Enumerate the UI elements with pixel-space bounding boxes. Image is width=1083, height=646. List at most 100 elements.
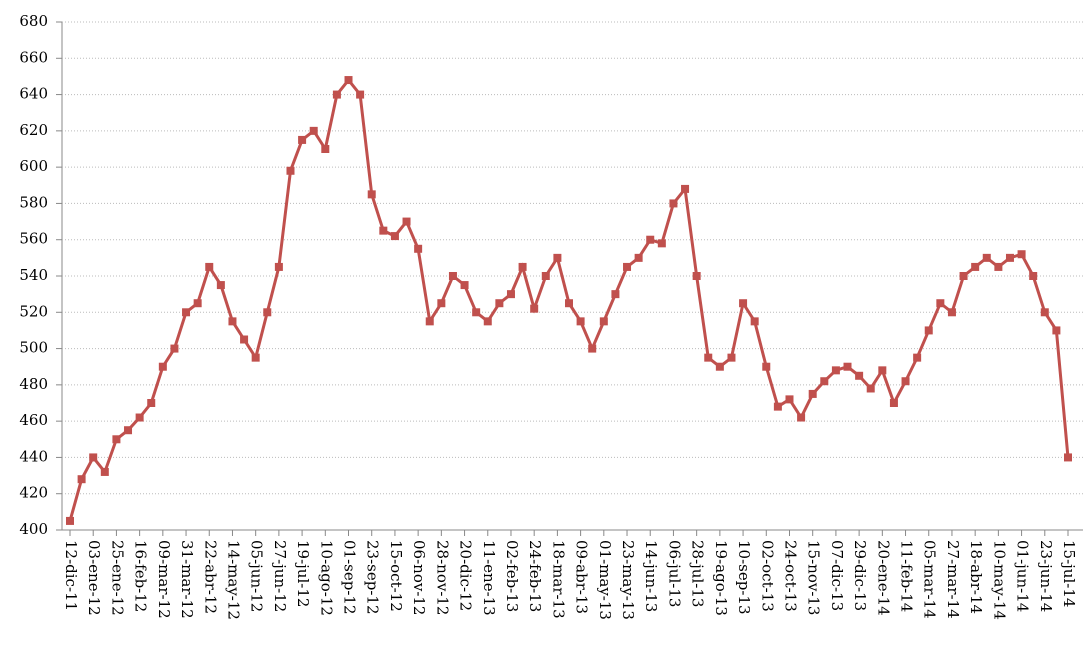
point-marker [634,253,643,262]
x-tick-label: 05-mar-14 [921,540,939,619]
point-marker [1005,253,1014,262]
x-tick-label: 29-dic-13 [851,540,869,611]
x-tick-label: 16-feb-12 [132,540,150,612]
x-tick-label: 23-sep-12 [364,540,382,615]
x-tick-label: 11-ene-13 [480,540,498,616]
x-tick-label: 31-mar-12 [178,540,196,619]
y-tick-label: 640 [19,85,48,103]
x-tick-label: 23-jun-14 [1037,540,1055,612]
point-marker [1017,250,1026,259]
point-marker [379,226,388,235]
y-tick-label: 440 [19,447,48,465]
point-marker [704,353,713,362]
point-marker [495,299,504,308]
x-tick-label: 15-jul-14 [1060,540,1078,607]
point-marker [599,317,608,326]
point-marker [483,317,492,326]
point-marker [124,426,133,435]
point-marker [646,235,655,244]
x-tick-label: 27-jun-12 [271,540,289,612]
point-marker [274,262,283,271]
point-marker [855,371,864,380]
point-marker [762,362,771,371]
point-marker [889,399,898,407]
point-marker [831,366,840,375]
y-tick-label: 600 [19,157,48,175]
x-tick-label: 01-sep-12 [341,540,359,615]
point-marker [193,299,202,308]
point-marker [518,262,527,271]
x-tick-label: 23-may-13 [619,540,637,620]
point-marker [820,377,829,386]
x-tick-label: 25-ene-12 [108,540,126,616]
point-marker [715,362,724,371]
point-marker [216,281,225,290]
point-marker [205,262,214,271]
point-marker [402,217,411,226]
x-tick-label: 10-ago-12 [317,540,335,616]
point-marker [1064,453,1072,462]
point-marker [727,353,736,362]
point-marker [843,362,852,371]
point-marker [866,384,875,393]
point-marker [89,453,98,462]
point-marker [971,262,980,271]
point-marker [530,304,539,313]
x-tick-label: 09-mar-12 [155,540,173,619]
point-marker [263,308,272,317]
point-marker [878,366,887,375]
point-marker [251,353,260,362]
point-marker [565,299,573,308]
y-tick-label: 420 [19,484,48,502]
x-tick-label: 10-sep-13 [735,540,753,615]
y-tick-label: 680 [19,12,48,30]
x-tick-label: 24-oct-13 [781,540,799,612]
point-marker [773,402,782,411]
y-tick-label: 460 [19,411,48,429]
x-tick-label: 14-may-12 [224,540,242,620]
point-marker [982,253,991,262]
point-marker [170,344,179,353]
point-marker [158,362,167,371]
point-marker [924,326,933,335]
x-tick-label: 06-jul-13 [665,540,683,607]
point-marker [448,272,457,280]
point-marker [1040,308,1049,317]
point-marker [657,239,666,248]
point-marker [936,299,945,308]
x-tick-label: 12-dic-11 [62,540,80,611]
x-tick-label: 05-jun-12 [248,540,266,612]
point-marker [588,344,597,353]
point-marker [739,299,748,308]
y-tick-label: 660 [19,48,48,66]
point-marker [576,317,585,326]
y-tick-label: 620 [19,121,48,139]
point-marker [460,281,469,290]
x-tick-label: 07-dic-13 [828,540,846,611]
point-marker [321,145,330,153]
point-marker [959,272,968,280]
point-marker [901,377,910,386]
y-tick-label: 400 [19,520,48,538]
point-marker [100,467,109,476]
x-tick-label: 02-oct-13 [758,540,776,612]
x-tick-label: 15-oct-12 [387,540,405,612]
point-marker [553,253,562,262]
point-marker [414,244,423,253]
point-marker [681,184,690,193]
point-marker [286,166,295,175]
point-marker [472,308,481,317]
x-tick-label: 20-ene-14 [874,540,892,616]
x-tick-label: 18-mar-13 [549,540,567,619]
x-tick-label: 01-may-13 [596,540,614,620]
x-tick-label: 20-dic-12 [457,540,475,611]
x-tick-label: 19-jul-12 [294,540,312,607]
point-marker [344,76,353,85]
point-marker [808,389,817,398]
point-marker [112,435,121,444]
y-tick-label: 560 [19,230,48,248]
x-tick-label: 09-abr-13 [573,540,591,614]
point-marker [669,199,678,208]
y-tick-label: 520 [19,302,48,320]
point-marker [182,308,191,317]
